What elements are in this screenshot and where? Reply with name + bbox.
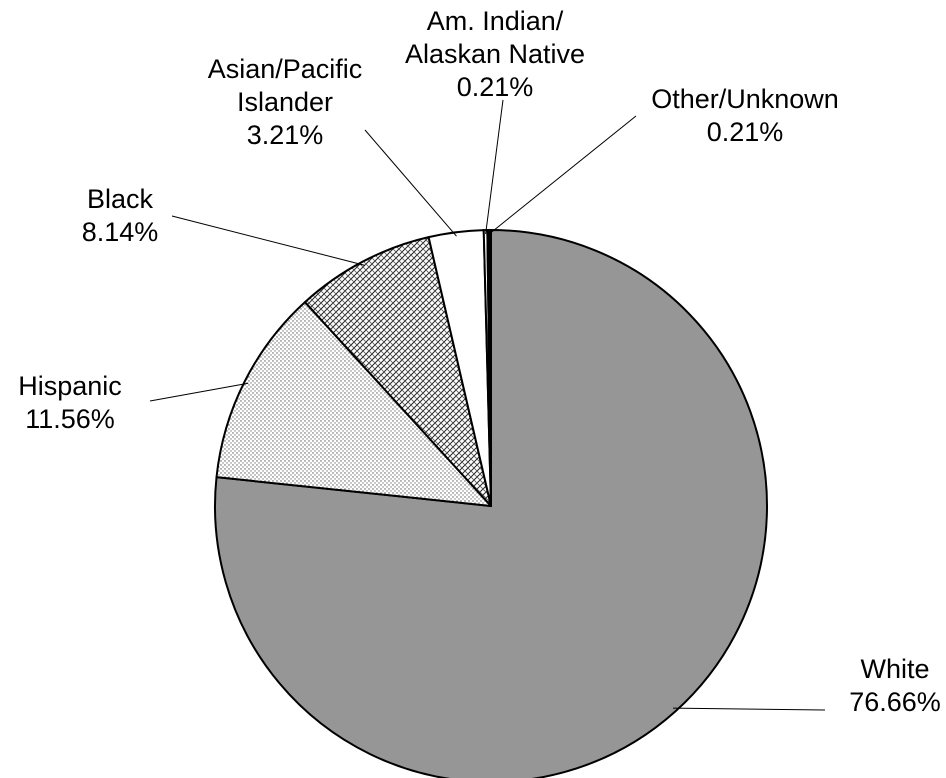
slice-label-other-unknown: Other/Unknown 0.21% — [651, 84, 839, 147]
leader-line-hispanic — [149, 382, 249, 402]
slice-label-line: Am. Indian/ — [427, 6, 564, 36]
slice-label-line: Islander — [237, 87, 333, 117]
slice-label-line: Hispanic — [18, 371, 122, 401]
slice-label-line: Other/Unknown — [651, 84, 839, 114]
slice-label-line: 76.66% — [849, 687, 941, 717]
slice-label-line: 11.56% — [25, 404, 115, 434]
pie-slice-black — [303, 236, 492, 507]
leader-line-white — [672, 707, 826, 711]
slice-label-white: White 76.66% — [849, 654, 941, 717]
slice-label-am-indian-alaskan-native: Am. Indian/Alaskan Native 0.21% — [405, 6, 585, 102]
pie-slices — [214, 228, 768, 778]
pie-slice-white — [214, 229, 768, 778]
slice-label-line: Asian/Pacific — [208, 54, 363, 84]
leader-line-asian-pacific-islander — [364, 129, 457, 237]
slice-label-line: White — [860, 654, 929, 684]
pie-slice-other-unknown — [486, 228, 492, 507]
pie-slice-hispanic — [215, 301, 492, 507]
leader-lines — [149, 99, 826, 711]
slice-label-line: Black — [87, 184, 154, 214]
leader-line-am-indian-alaskan-native — [485, 99, 504, 235]
leader-line-black — [171, 215, 365, 266]
slice-label-line: Alaskan Native — [405, 39, 585, 69]
slice-label-line: 0.21% — [707, 117, 784, 147]
leader-line-other-unknown — [488, 115, 637, 235]
slice-label-line: 3.21% — [247, 120, 324, 150]
slice-label-asian-pacific-islander: Asian/Pacific Islander 3.21% — [208, 54, 363, 150]
slice-label-black: Black 8.14% — [82, 184, 159, 247]
slice-label-line: 0.21% — [457, 72, 534, 102]
slice-label-hispanic: Hispanic 11.56% — [18, 371, 122, 434]
slice-labels: White 76.66% Hispanic 11.56% Black 8.14% Asian… — [18, 6, 941, 717]
slice-label-line: 8.14% — [82, 217, 159, 247]
